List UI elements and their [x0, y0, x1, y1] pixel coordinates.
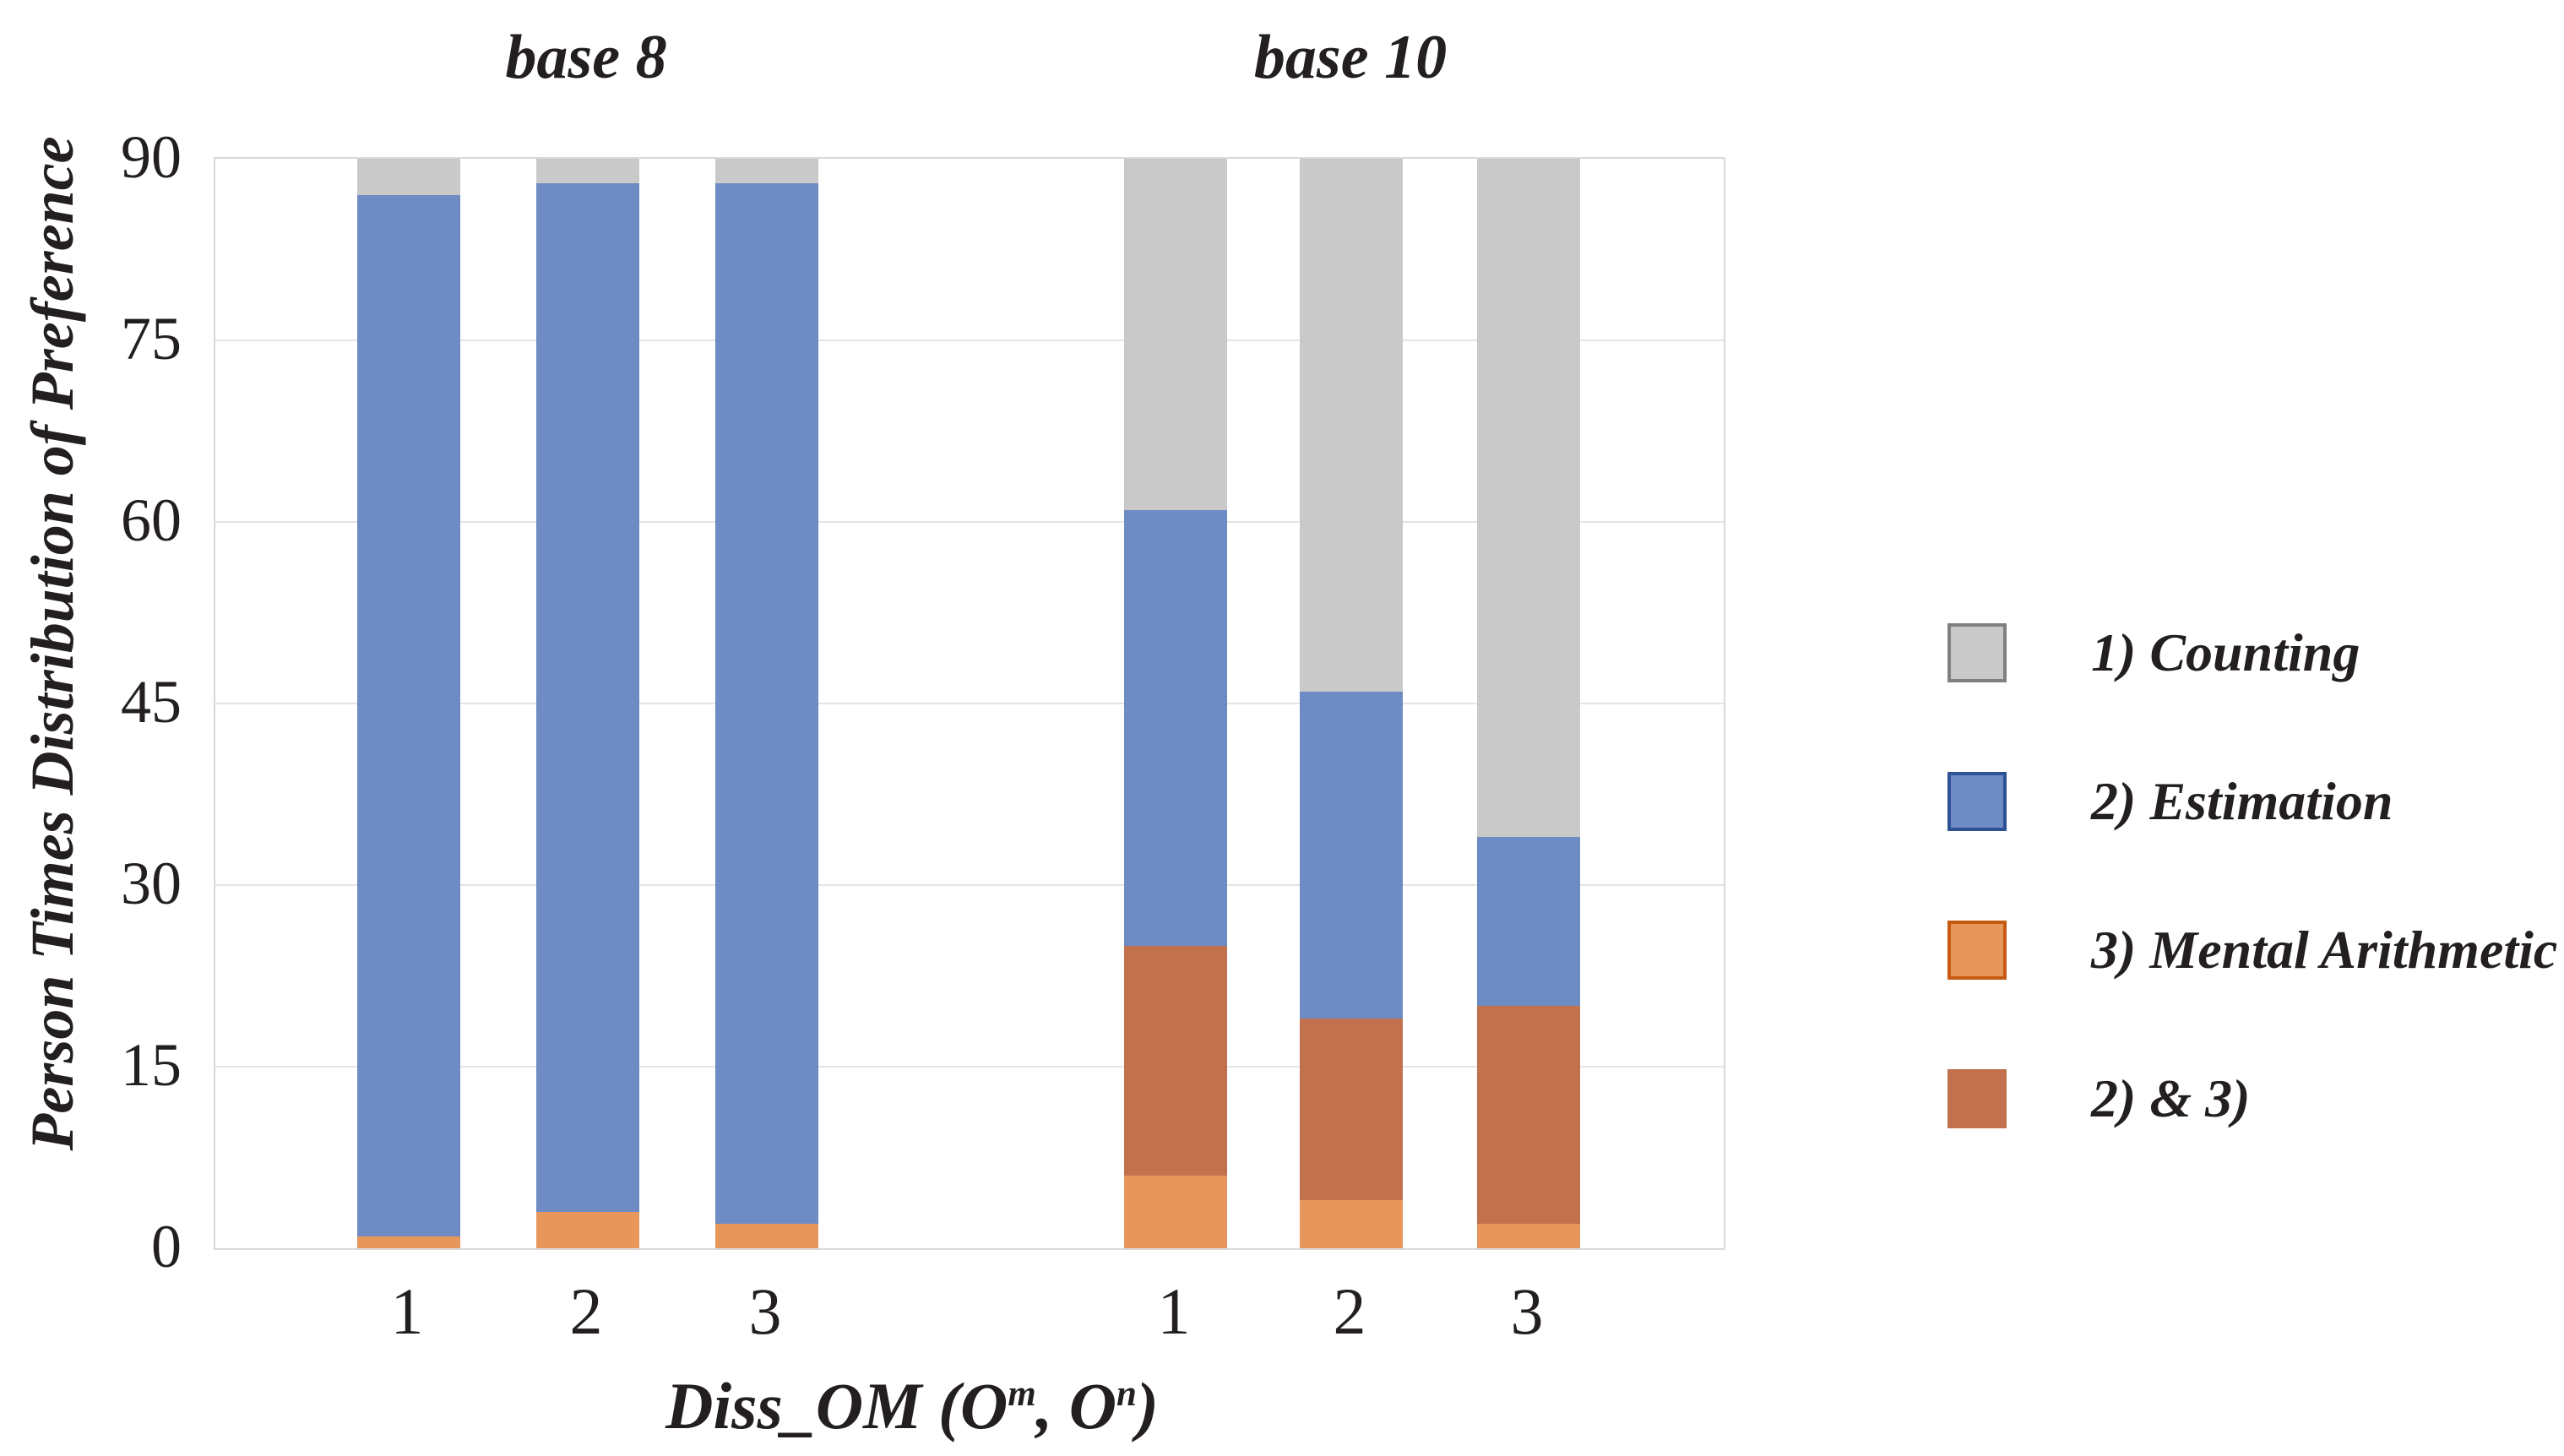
x-tick-label: 3 [1510, 1274, 1544, 1348]
legend-label: 2) & 3) [2091, 1068, 2251, 1128]
grid-line [215, 703, 1724, 704]
stacked-bar [715, 159, 818, 1248]
bar-segment [1124, 159, 1227, 510]
y-tick-label: 30 [121, 850, 182, 917]
y-tick-label: 60 [121, 486, 182, 554]
bar-segment [536, 182, 639, 1212]
bar-segment [1300, 691, 1403, 1019]
stacked-bar [1124, 159, 1227, 1248]
grid-line [215, 521, 1724, 523]
bar-segment [1477, 836, 1580, 1007]
legend-swatch [1947, 623, 2007, 682]
grid-line [215, 884, 1724, 886]
bar-segment [715, 182, 818, 1225]
legend-swatch [1947, 772, 2007, 831]
bar-segment [1477, 1006, 1580, 1225]
bar-segment [536, 159, 639, 183]
x-axis-title-superscript: n [1116, 1374, 1137, 1414]
bar-segment [1300, 159, 1403, 692]
x-axis-title-superscript: m [1008, 1374, 1036, 1414]
grid-line [215, 1066, 1724, 1068]
x-axis-title-text: Diss_OM (O [665, 1369, 1008, 1442]
legend-swatch [1947, 921, 2007, 980]
stacked-bar [1300, 159, 1403, 1248]
bar-segment [1300, 1018, 1403, 1200]
x-tick-label: 1 [1157, 1274, 1191, 1348]
stacked-bar [536, 159, 639, 1248]
x-tick-label: 2 [1333, 1274, 1366, 1348]
legend-label: 1) Counting [2091, 622, 2360, 682]
y-tick-label: 75 [121, 305, 182, 372]
bar-segment [1300, 1199, 1403, 1248]
group-title-base8: base 8 [505, 23, 667, 92]
bar-segment [357, 159, 460, 195]
plot-area [214, 157, 1725, 1250]
bar-segment [715, 1224, 818, 1248]
grid-line [215, 340, 1724, 341]
group-title-base10: base 10 [1253, 23, 1448, 92]
legend-label: 2) Estimation [2091, 771, 2393, 831]
x-tick-label: 3 [748, 1274, 782, 1348]
bar-segment [536, 1212, 639, 1248]
y-tick-label: 15 [121, 1031, 182, 1099]
bar-segment [1477, 159, 1580, 837]
legend-swatch [1947, 1069, 2007, 1128]
bar-segment [1124, 945, 1227, 1176]
bar-segment [1124, 509, 1227, 946]
y-tick-label: 0 [151, 1213, 182, 1280]
x-axis-title: Diss_OM (Om, On) [665, 1368, 1159, 1444]
bar-segment [1477, 1224, 1580, 1248]
bar-segment [1124, 1176, 1227, 1248]
x-axis-title-text: , O [1035, 1369, 1117, 1442]
bar-segment [357, 195, 460, 1236]
stacked-bar [357, 159, 460, 1248]
legend-label: 3) Mental Arithmetic [2091, 920, 2558, 980]
bar-segment [357, 1236, 460, 1248]
y-tick-label: 90 [121, 123, 182, 191]
x-tick-label: 2 [569, 1274, 603, 1348]
bar-segment [715, 159, 818, 183]
x-axis-title-text: ) [1136, 1369, 1159, 1442]
y-tick-label: 45 [121, 668, 182, 736]
stacked-bar [1477, 159, 1580, 1248]
x-tick-label: 1 [390, 1274, 424, 1348]
